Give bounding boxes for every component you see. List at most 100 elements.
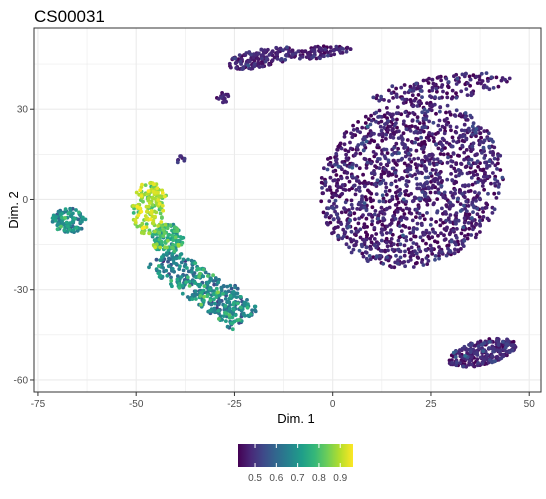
data-point <box>423 175 428 180</box>
data-point <box>186 257 190 262</box>
data-point <box>485 352 490 357</box>
data-point <box>221 93 226 98</box>
data-point <box>326 206 331 211</box>
data-point <box>424 199 429 204</box>
data-point <box>350 206 355 211</box>
data-point <box>420 160 424 165</box>
data-point <box>431 136 436 140</box>
data-point <box>285 45 289 50</box>
data-point <box>424 256 429 260</box>
data-point <box>428 190 433 195</box>
data-point <box>481 349 485 354</box>
data-point <box>410 118 415 122</box>
data-point <box>402 119 406 124</box>
data-point <box>487 337 492 341</box>
data-point <box>408 231 412 235</box>
data-point <box>449 172 453 176</box>
data-point <box>398 191 403 196</box>
data-point <box>493 359 497 364</box>
data-point <box>369 113 373 118</box>
data-point <box>370 205 375 210</box>
data-point <box>154 267 159 271</box>
data-point <box>363 114 368 119</box>
data-point <box>368 247 373 251</box>
data-point <box>177 285 182 290</box>
data-point <box>463 354 467 358</box>
data-point <box>487 346 491 350</box>
data-point <box>202 294 207 299</box>
data-point <box>334 173 339 177</box>
data-point <box>427 131 432 135</box>
data-point <box>247 59 252 64</box>
data-point <box>187 279 192 284</box>
data-point <box>170 245 174 250</box>
data-point <box>227 313 232 317</box>
data-point <box>346 149 351 154</box>
data-point <box>455 140 459 145</box>
data-point <box>470 216 474 220</box>
data-point <box>323 180 328 184</box>
data-point <box>362 136 367 141</box>
data-point <box>408 255 413 259</box>
data-point <box>414 148 419 153</box>
data-point <box>181 268 186 273</box>
data-point <box>354 229 359 234</box>
data-point <box>253 304 258 309</box>
data-point <box>411 111 415 115</box>
data-point <box>163 245 167 250</box>
data-point <box>386 128 390 132</box>
data-point <box>399 85 404 90</box>
data-point <box>156 198 161 203</box>
data-point <box>394 141 399 146</box>
data-point <box>328 45 333 50</box>
data-point <box>465 171 470 176</box>
data-point <box>369 161 373 166</box>
data-point <box>384 240 389 245</box>
data-point <box>469 233 474 237</box>
data-point <box>383 122 387 126</box>
y-axis-ticks: -60 -30 0 30 <box>14 105 34 386</box>
data-point <box>474 222 478 227</box>
data-point <box>476 180 480 184</box>
data-point <box>202 284 207 288</box>
data-point <box>374 119 378 124</box>
data-point <box>463 111 468 115</box>
data-point <box>474 152 479 157</box>
data-point <box>147 201 152 205</box>
data-point <box>432 102 437 107</box>
data-point <box>368 122 373 127</box>
data-point <box>361 148 366 153</box>
data-point <box>319 199 324 204</box>
data-point <box>449 239 454 244</box>
data-point <box>78 220 83 225</box>
data-point <box>418 89 423 93</box>
data-point <box>478 355 483 360</box>
data-point <box>396 200 401 205</box>
data-point <box>404 199 409 204</box>
data-point <box>396 146 400 151</box>
data-point <box>411 241 416 245</box>
data-point <box>400 137 405 142</box>
data-point <box>496 185 501 189</box>
data-point <box>362 238 367 243</box>
data-point <box>377 98 382 103</box>
data-point <box>477 77 482 82</box>
data-point <box>414 176 419 181</box>
data-point <box>436 130 440 135</box>
data-point <box>357 185 361 190</box>
data-point <box>400 141 405 146</box>
data-point <box>485 163 489 168</box>
data-point <box>398 249 403 254</box>
data-point <box>496 343 501 347</box>
data-point <box>421 263 426 267</box>
data-point <box>68 221 72 226</box>
data-point <box>170 267 175 271</box>
data-point <box>230 327 235 332</box>
data-point <box>151 196 155 201</box>
data-point <box>320 186 324 190</box>
data-point <box>450 144 455 149</box>
data-point <box>190 297 195 301</box>
data-point <box>372 237 377 241</box>
data-point <box>407 151 411 156</box>
data-point <box>472 364 477 369</box>
